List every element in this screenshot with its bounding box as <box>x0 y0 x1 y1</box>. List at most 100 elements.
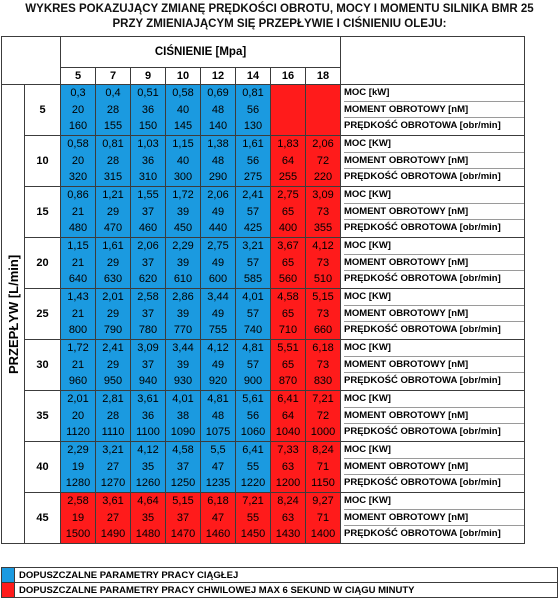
speed-value: 1060 <box>240 426 266 438</box>
speed-value: 610 <box>173 273 193 285</box>
data-cell: 2,81 28 1110 <box>95 390 131 442</box>
parameter-labels: MOC [kW] MOMENT OBROTOWY [nM] PRĘDKOŚĆ OBR… <box>340 84 525 136</box>
torque-value: 73 <box>316 256 330 269</box>
torque-value: 48 <box>211 409 225 422</box>
torque-value: 39 <box>176 205 190 218</box>
data-cell: 2,06 37 620 <box>130 237 166 289</box>
power-value: 8,24 <box>312 444 334 456</box>
speed-value: 710 <box>278 324 298 336</box>
speed-value: 255 <box>278 171 298 183</box>
flow-row: 10 0,58 20 320 0,81 28 315 1,03 36 310 1,15 40 300 1,… <box>2 135 525 187</box>
torque-value: 35 <box>141 460 155 473</box>
power-value: 2,41 <box>102 342 124 354</box>
data-cell: 9,27 71 1400 <box>305 492 341 544</box>
data-cell: 2,41 57 425 <box>235 186 271 238</box>
torque-value <box>307 102 340 119</box>
power-value: 0,81 <box>242 87 264 99</box>
power-value: 5,15 <box>172 495 194 507</box>
power-value: 2,01 <box>67 393 89 405</box>
torque-value: 37 <box>141 205 155 218</box>
flow-row: PRZEPŁYW [L/min] 5 0,3 20 160 0,4 28 155 0,51 36 1… <box>1 84 525 544</box>
power-value: 5,15 <box>312 291 334 303</box>
power-value: 1,72 <box>67 342 89 354</box>
torque-value: 27 <box>106 511 120 524</box>
power-value: 2,86 <box>172 291 194 303</box>
speed-value: 1490 <box>100 528 126 540</box>
speed-value: 1220 <box>240 477 266 489</box>
power-value: 9,27 <box>312 495 334 507</box>
power-value: 2,41 <box>242 189 264 201</box>
flow-value: 35 <box>24 390 61 442</box>
power-value: 0,51 <box>137 87 159 99</box>
legend-text: DOPUSZCZALNE PARAMETRY PRACY CHWILOWEJ M… <box>14 582 558 598</box>
torque-value: 63 <box>281 460 295 473</box>
speed-value: 220 <box>313 171 333 183</box>
speed-value: 1250 <box>170 477 196 489</box>
speed-value: 145 <box>173 120 193 132</box>
power-value: 6,18 <box>207 495 229 507</box>
power-label: MOC [KW] <box>344 494 524 510</box>
torque-value: 56 <box>246 154 260 167</box>
torque-value: 36 <box>141 154 155 167</box>
data-cell: 2,41 29 950 <box>95 339 131 391</box>
torque-value: 57 <box>246 205 260 218</box>
torque-value: 63 <box>281 511 295 524</box>
torque-value: 21 <box>71 307 85 320</box>
speed-value: 1200 <box>275 477 301 489</box>
power-value: 4,12 <box>137 444 159 456</box>
flow-axis-label: PRZEPŁYW [L/min] <box>1 84 25 544</box>
speed-value: 1480 <box>135 528 161 540</box>
torque-value: 21 <box>71 205 85 218</box>
speed-value: 440 <box>208 222 228 234</box>
torque-value: 29 <box>106 358 120 371</box>
data-cell: 1,21 29 470 <box>95 186 131 238</box>
speed-value: 1000 <box>310 426 336 438</box>
torque-value: 55 <box>246 511 260 524</box>
data-cell: 3,44 39 930 <box>165 339 201 391</box>
torque-value: 28 <box>106 154 120 167</box>
power-label: MOC [KW] <box>344 392 524 408</box>
speed-value <box>307 118 340 135</box>
torque-label: MOMENT OBROTOWY [nM] <box>344 102 524 118</box>
data-cell: 2,06 72 220 <box>305 135 341 187</box>
data-cell: 2,75 49 600 <box>200 237 236 289</box>
power-value: 4,58 <box>172 444 194 456</box>
torque-value: 39 <box>176 358 190 371</box>
speed-value: 920 <box>208 375 228 387</box>
power-value: 4,01 <box>172 393 194 405</box>
data-cell: 1,72 39 450 <box>165 186 201 238</box>
power-value: 0,69 <box>207 87 229 99</box>
torque-value: 38 <box>176 409 190 422</box>
torque-value: 35 <box>141 511 155 524</box>
data-cell: 8,24 63 1430 <box>270 492 306 544</box>
torque-value: 56 <box>246 409 260 422</box>
torque-value: 20 <box>71 409 85 422</box>
data-cell: 5,51 65 870 <box>270 339 306 391</box>
speed-value: 770 <box>173 324 193 336</box>
flow-row: 25 1,43 21 800 2,01 29 790 2,58 37 780 2,86 39 770 3,… <box>2 288 525 340</box>
data-cell: 2,29 19 1280 <box>60 441 96 493</box>
power-value: 1,21 <box>102 189 124 201</box>
torque-value: 55 <box>246 460 260 473</box>
torque-value: 64 <box>281 154 295 167</box>
data-cell: 6,18 47 1460 <box>200 492 236 544</box>
power-value: 1,43 <box>67 291 89 303</box>
speed-value: 930 <box>173 375 193 387</box>
speed-value: 510 <box>313 273 333 285</box>
power-value: 5,61 <box>242 393 264 405</box>
speed-label: PRĘDKOŚĆ OBROTOWA [obr/min] <box>344 426 501 437</box>
pressure-col-header: 12 <box>200 67 236 85</box>
power-value: 1,15 <box>67 240 89 252</box>
data-cell: 4,12 49 920 <box>200 339 236 391</box>
data-cell: 0,69 48 140 <box>200 84 236 136</box>
torque-value: 36 <box>141 103 155 116</box>
data-cell: 3,67 65 560 <box>270 237 306 289</box>
torque-value: 19 <box>71 460 85 473</box>
chart-title: WYKRES POKAZUJĄCY ZMIANĘ PRĘDKOŚCI OBROT… <box>0 2 559 32</box>
power-value: 6,18 <box>312 342 334 354</box>
power-value: 4,01 <box>242 291 264 303</box>
data-cell: 5,61 56 1060 <box>235 390 271 442</box>
flow-row: 30 1,72 21 960 2,41 29 950 3,09 37 940 3,44 39 930 4,… <box>2 339 525 391</box>
speed-value: 585 <box>243 273 263 285</box>
data-cell: 0,51 36 150 <box>130 84 166 136</box>
